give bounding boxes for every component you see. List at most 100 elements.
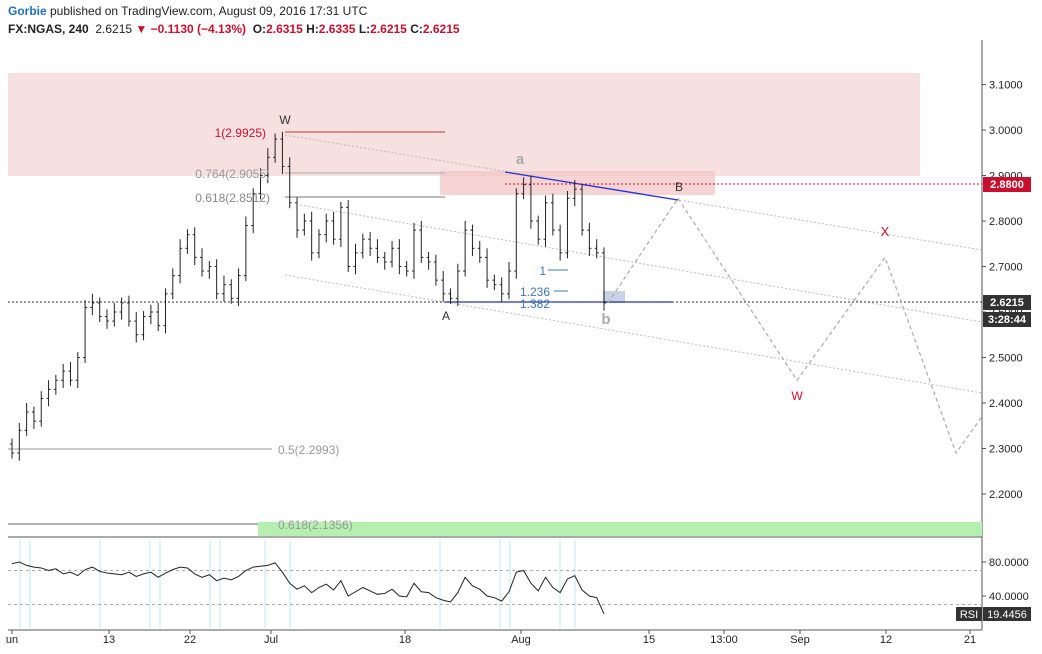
time-tick-label: 18 <box>399 634 411 646</box>
candle <box>46 380 51 407</box>
price-tick-label: 2.3000 <box>989 444 1023 456</box>
candle <box>83 300 88 363</box>
time-tick-label: 22 <box>184 634 196 646</box>
wave-label-b-small: b <box>601 311 610 328</box>
candle <box>185 229 190 254</box>
countdown-tag <box>983 312 1031 327</box>
candle <box>433 254 438 286</box>
rsi-line <box>11 561 605 615</box>
rsi-pane: 80.0000 40.0000 <box>8 540 1029 628</box>
current-box <box>603 291 625 303</box>
candle <box>506 261 511 300</box>
candle <box>156 302 161 332</box>
red-level-tag <box>983 177 1031 192</box>
candle <box>536 215 541 245</box>
wave-label-x: X <box>881 224 890 239</box>
time-tick-label: 21 <box>964 634 976 646</box>
red-level-tag-text: 2.8800 <box>990 179 1024 191</box>
candle <box>580 183 585 236</box>
price-tick-label: 2.8000 <box>989 216 1023 228</box>
candle <box>119 297 124 320</box>
candle <box>353 243 358 275</box>
time-axis: un 13 22 Jul 18 Aug 15 13:00 Sep 12 21 <box>6 630 976 646</box>
author-link[interactable]: Gorbie <box>8 4 47 18</box>
candle <box>331 211 336 245</box>
chart-header: Gorbie published on TradingView.com, Aug… <box>0 0 1042 40</box>
candle <box>382 251 387 270</box>
candle <box>39 391 44 427</box>
candle <box>287 157 292 209</box>
candle <box>90 293 95 316</box>
candle <box>492 274 497 291</box>
time-tick-label: Aug <box>511 634 531 646</box>
candle <box>295 197 300 238</box>
resistance-zone-large <box>8 73 920 176</box>
candle <box>499 277 504 302</box>
candle <box>17 423 22 461</box>
candle <box>258 168 263 200</box>
time-tick-label: Jul <box>264 634 278 646</box>
wave-label-w-top: W <box>279 113 291 127</box>
close-value: 2.6215 <box>422 22 460 36</box>
candle <box>229 279 234 304</box>
candle <box>565 190 570 259</box>
candle <box>10 438 14 459</box>
price-tick-label: 2.7000 <box>989 262 1023 274</box>
rsi-title: RSI <box>960 609 978 621</box>
candle <box>236 268 241 307</box>
candle <box>265 148 270 184</box>
candle <box>470 224 475 257</box>
candle <box>280 131 285 175</box>
candle <box>207 261 212 279</box>
candle <box>455 263 460 307</box>
last-price: 2.6215 <box>95 22 133 36</box>
candle <box>390 241 395 268</box>
price-tick-label: 2.2000 <box>989 489 1023 501</box>
time-tick-label: 13 <box>103 634 115 646</box>
time-tick-label: 13:00 <box>710 634 738 646</box>
candle <box>178 239 183 284</box>
candle <box>514 188 519 279</box>
candle <box>148 304 153 325</box>
candle <box>316 229 321 259</box>
publisher-line: Gorbie published on TradingView.com, Aug… <box>8 4 367 18</box>
candle <box>251 188 256 234</box>
candle <box>324 213 329 243</box>
fib-label-1: 1(2.9925) <box>215 126 266 140</box>
high-label: H: <box>306 22 319 36</box>
candle <box>302 213 307 236</box>
price-tick-label: 2.4000 <box>989 398 1023 410</box>
candle <box>243 216 248 282</box>
projection-path <box>607 197 983 455</box>
candle <box>273 133 278 163</box>
fib-label-0618: 0.618(2.8512) <box>195 191 270 205</box>
trendline-b-top <box>504 171 679 201</box>
candle <box>375 239 380 263</box>
candle <box>97 297 102 323</box>
change-value: ▼ −0.1130 (−4.13%) <box>135 22 247 36</box>
candle <box>397 239 402 275</box>
candle <box>105 309 110 329</box>
ext-label-1236: 1.236 <box>520 285 550 299</box>
wave-label-a: A <box>442 309 450 323</box>
candle <box>309 211 314 261</box>
low-label: L: <box>358 22 371 36</box>
symbol-label[interactable]: FX:NGAS, 240 <box>8 22 89 36</box>
candle <box>594 239 599 259</box>
price-tick-label: 2.5000 <box>989 353 1023 365</box>
candle <box>192 227 197 266</box>
candle <box>200 248 205 277</box>
candle <box>24 403 29 436</box>
price-tick-label: 3.0000 <box>989 125 1023 137</box>
candle <box>528 175 533 229</box>
candle <box>163 288 168 334</box>
candle <box>112 302 117 327</box>
candle <box>31 406 36 429</box>
time-tick-label: Sep <box>790 634 810 646</box>
open-label: O: <box>252 22 267 36</box>
last-price-tag-text: 2.6215 <box>990 297 1024 309</box>
candle <box>360 233 365 259</box>
price-axis: 3.10003.00002.90002.80002.70002.60002.50… <box>982 80 1023 501</box>
time-tick-label: 12 <box>880 634 892 646</box>
